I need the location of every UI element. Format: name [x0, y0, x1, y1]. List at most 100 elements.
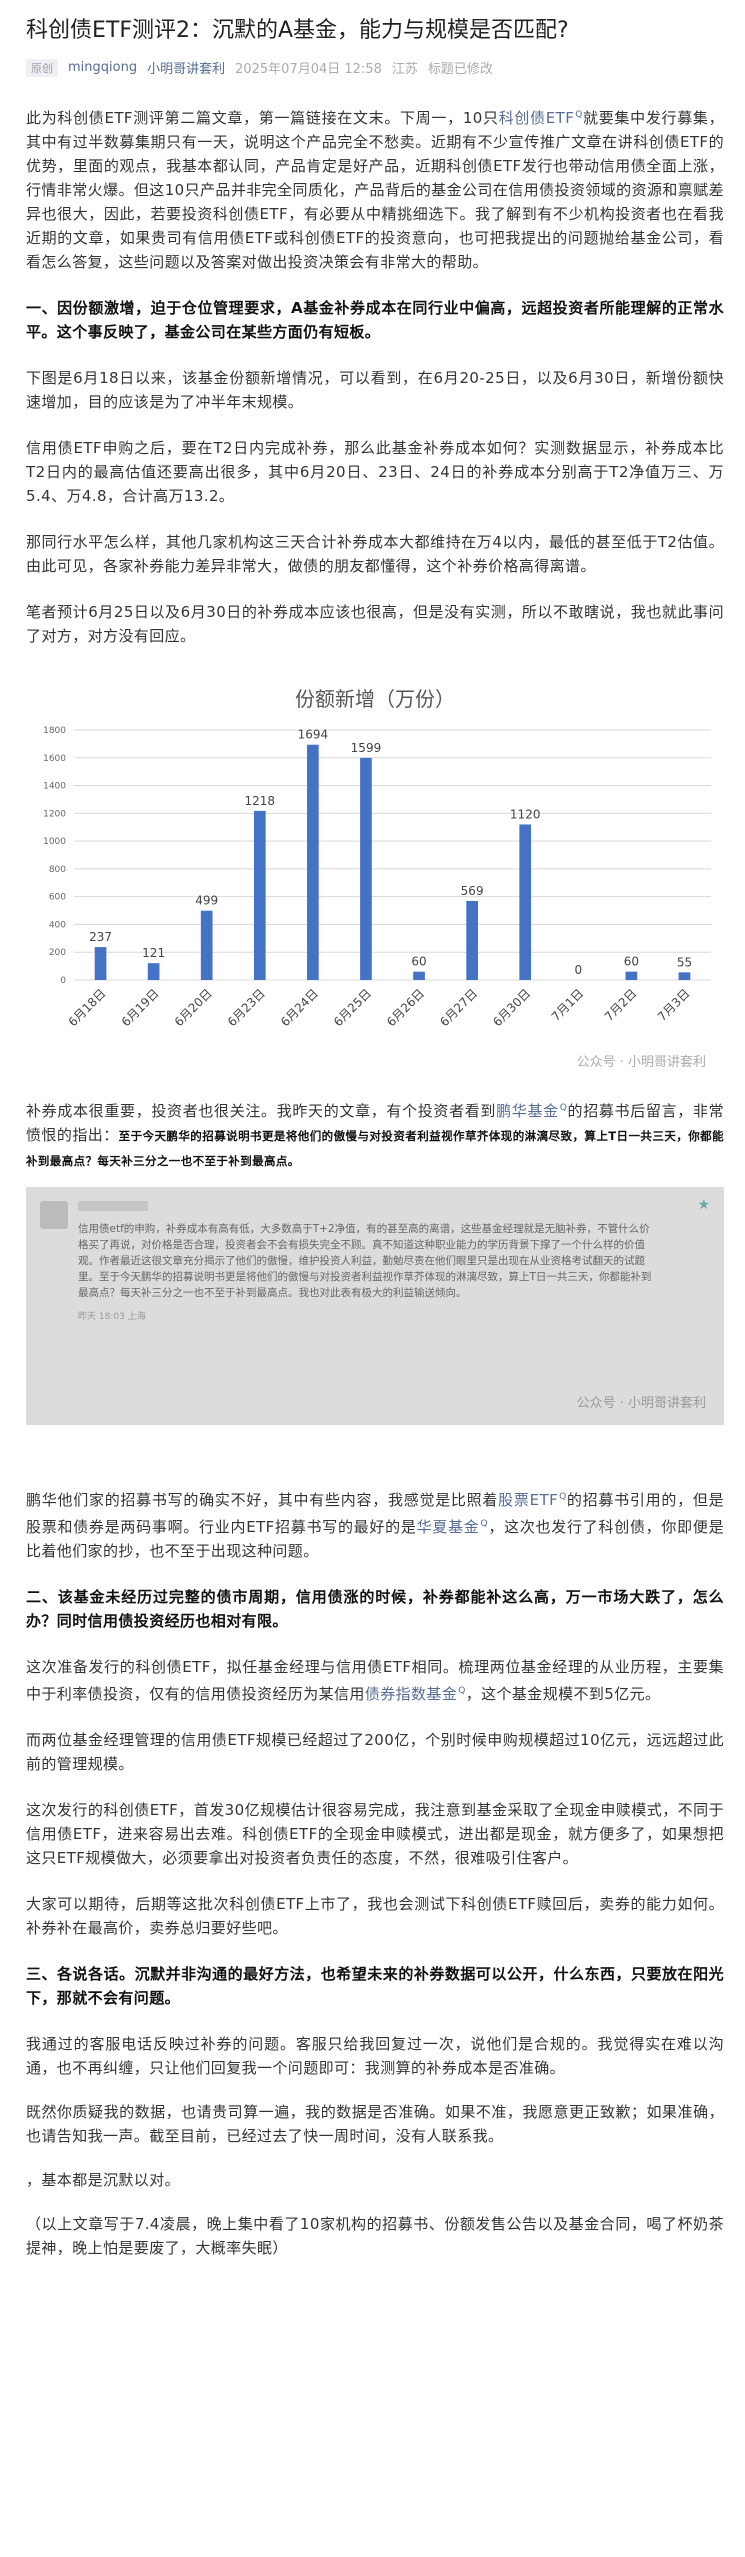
data-label: 569 [461, 884, 484, 898]
article-content: 此为科创债ETF测评第二篇文章，第一篇链接在文末。下周一，10只科创债ETFQ就… [26, 103, 724, 2260]
intro-paragraph: 此为科创债ETF测评第二篇文章，第一篇链接在文末。下周一，10只科创债ETFQ就… [26, 103, 724, 274]
search-icon: Q [458, 1686, 466, 1696]
managers-text-2: ，这个基金规模不到5亿元。 [465, 1685, 661, 1703]
paragraph-contact: 我通过的客服电话反映过补券的问题。客服只给我回复过一次，说他们是合规的。我觉得实… [26, 2035, 724, 2077]
after-chart-text-2: 的招募书后留言，非常愤恨的指出： [26, 1102, 724, 1144]
x-tick-label: 6月18日 [66, 986, 109, 1029]
search-icon: Q [575, 110, 583, 120]
data-label: 237 [89, 930, 112, 944]
chart-watermark: 公众号 · 小明哥讲套利 [577, 1054, 706, 1070]
y-tick-label: 200 [49, 948, 66, 958]
bar [466, 900, 478, 980]
bar-chart-svg: 份额新增（万份）02004006008001000120014001600180… [43, 687, 711, 1070]
bar [94, 947, 107, 980]
star-icon: ★ [697, 1197, 710, 1213]
bar [307, 744, 319, 980]
intro-text-2: 就要集中发行募集，其中有过半数募集期只有一天，说明这个产品完全不愁卖。近期有不少… [26, 109, 724, 271]
y-tick-label: 1000 [43, 837, 66, 847]
link-stock-etf[interactable]: 股票ETFQ [498, 1491, 566, 1509]
chart-title: 份额新增（万份） [295, 687, 455, 711]
edited-note: 标题已修改 [427, 62, 493, 77]
intro-text-1: 此为科创债ETF测评第二篇文章，第一篇链接在文末。下周一，10只 [26, 109, 499, 127]
bar [519, 824, 532, 980]
y-tick-label: 1200 [43, 809, 66, 819]
paragraph-mode: 这次发行的科创债ETF，首发30亿规模估计很容易完成，我注意到基金采取了全现金申… [26, 1801, 724, 1867]
search-icon: Q [559, 1103, 568, 1113]
publish-datetime: 2025年07月04日 12:58 [235, 62, 382, 77]
x-tick-label: 6月27日 [437, 986, 480, 1029]
original-badge: 原创 [26, 58, 58, 77]
link-label: 华夏基金 [416, 1518, 480, 1536]
article-meta: 原创 mingqiong 小明哥讲套利 2025年07月04日 12:58 江苏… [26, 58, 729, 77]
bar [253, 810, 266, 980]
managers-text-1: 这次准备发行的科创债ETF，拟任基金经理与信用债ETF相同。梳理两位基金经理的从… [26, 1658, 724, 1703]
link-kechuangzhai-etf[interactable]: 科创债ETFQ [499, 109, 583, 127]
penghua-text-2: 的招募书引用的，但是股票和债券是两码事啊。行业内ETF招募书写的最好的是 [26, 1491, 724, 1536]
x-tick-label: 6月23日 [225, 986, 268, 1029]
x-tick-label: 6月26日 [384, 986, 427, 1029]
paragraph-peers: 那同行水平怎么样，其他几家机构这三天合计补券成本大都维持在万4以内，最低的甚至低… [26, 533, 724, 575]
y-tick-label: 600 [49, 893, 66, 903]
article-title: 科创债ETF测评2：沉默的A基金，能力与规模是否匹配? [26, 18, 569, 43]
paragraph-verify: 既然你质疑我的数据，也请贵司算一遍，我的数据是否准确。如果不准，我愿意更正致歉；… [26, 2103, 724, 2145]
paragraph-predict: 笔者预计6月25日以及6月30日的补券成本应该也很高，但是没有实测，所以不敢瞎说… [26, 603, 724, 645]
penghua-text-3: ，这次也发行了科创债，你即便是比着他们家的抄，也不至于出现这种问题。 [26, 1518, 724, 1560]
y-tick-label: 1800 [43, 726, 66, 736]
link-label: 科创债ETF [498, 109, 575, 127]
blurred-username [78, 1201, 148, 1211]
publish-location: 江苏 [391, 62, 418, 77]
penghua-text-1: 鹏华他们家的招募书写的确实不好，其中有些内容，我感觉是比照着 [26, 1491, 499, 1509]
share-increase-chart: 份额新增（万份） 0 200 400 600 800 1000 1200 1400 1600 180… [26, 670, 724, 1080]
bar [413, 971, 425, 980]
search-icon: Q [480, 1519, 489, 1529]
y-tick-label: 1600 [43, 754, 66, 764]
comment-date-text: 昨天 18:03 [78, 1312, 125, 1322]
data-label: 1694 [298, 728, 329, 742]
link-huaxia-fund[interactable]: 华夏基金Q [417, 1518, 488, 1536]
bar [147, 963, 160, 980]
author-name[interactable]: mingqiong [68, 60, 138, 75]
bar [678, 972, 691, 980]
section-1-heading: 一、因份额激增，迫于仓位管理要求，A基金补券成本在同行业中偏高，远超投资者所能理… [26, 299, 724, 341]
bar [200, 910, 213, 980]
data-label: 1599 [351, 741, 382, 755]
comment-location: 上海 [127, 1312, 146, 1322]
data-label: 499 [195, 894, 218, 908]
section-3-heading: 三、各说各话。沉默并非沟通的最好方法，也希望未来的补券数据可以公开，什么东西，只… [26, 1965, 724, 2007]
watermark: 公众号 · 小明哥讲套利 [576, 1396, 706, 1411]
link-bond-index-fund[interactable]: 债券指数基金Q [365, 1685, 466, 1703]
search-icon: Q [559, 1492, 567, 1502]
paragraph-wait: 大家可以期待，后期等这批次科创债ETF上市了，我也会测试下科创债ETF赎回后，卖… [26, 1895, 724, 1937]
paragraph-after-chart: 补券成本很重要，投资者也很关注。我昨天的文章，有个投资者看到鹏华基金Q的招募书后… [26, 1096, 724, 1173]
paragraph-managers: 这次准备发行的科创债ETF，拟任基金经理与信用债ETF相同。梳理两位基金经理的从… [26, 1655, 724, 1706]
x-tick-label: 6月20日 [172, 986, 215, 1029]
data-label: 60 [411, 955, 426, 969]
paragraph-june18: 下图是6月18日以来，该基金份额新增情况，可以看到，在6月20-25日，以及6月… [26, 369, 724, 411]
x-tick-label: 6月25日 [331, 986, 374, 1029]
section-2-heading: 二、该基金未经历过完整的债市周期，信用债涨的时候，补券都能补这么高，万一市场大跌… [26, 1588, 724, 1630]
paragraph-silent: ，基本都是沉默以对。 [26, 2171, 181, 2189]
y-tick-label: 800 [49, 865, 66, 875]
comment-date: 昨天 18:03 上海 [78, 1309, 658, 1325]
data-label: 1120 [510, 807, 541, 821]
comment-text: 信用债etf的申购，补券成本有高有低，大多数高于T+2净值，有的甚至高的离谱，这… [78, 1223, 652, 1299]
link-penghua-fund[interactable]: 鹏华基金Q [496, 1102, 567, 1120]
data-label: 121 [142, 946, 165, 960]
y-tick-label: 1400 [43, 782, 66, 792]
data-label: 60 [624, 955, 639, 969]
avatar [40, 1201, 68, 1229]
data-label: 1218 [245, 794, 276, 808]
x-tick-label: 6月30日 [490, 986, 533, 1029]
bar [360, 757, 372, 980]
x-tick-label: 6月24日 [278, 986, 321, 1029]
comment-screenshot: ★ 信用债etf的申购，补券成本有高有低，大多数高于T+2净值，有的甚至高的离谱… [26, 1187, 724, 1425]
account-name[interactable]: 小明哥讲套利 [147, 62, 226, 77]
x-tick-label: 7月2日 [602, 986, 640, 1024]
link-label: 股票ETF [498, 1491, 559, 1509]
bar [625, 971, 638, 980]
link-label: 鹏华基金 [496, 1102, 559, 1120]
paragraph-footer: （以上文章写于7.4凌晨，晚上集中看了10家机构的招募书、份额发售公告以及基金合… [26, 2215, 724, 2257]
data-label: 55 [677, 955, 692, 969]
paragraph-cost: 信用债ETF申购之后，要在T2日内完成补券，那么此基金补券成本如何？实测数据显示… [26, 439, 724, 505]
x-tick-label: 6月19日 [119, 986, 162, 1029]
